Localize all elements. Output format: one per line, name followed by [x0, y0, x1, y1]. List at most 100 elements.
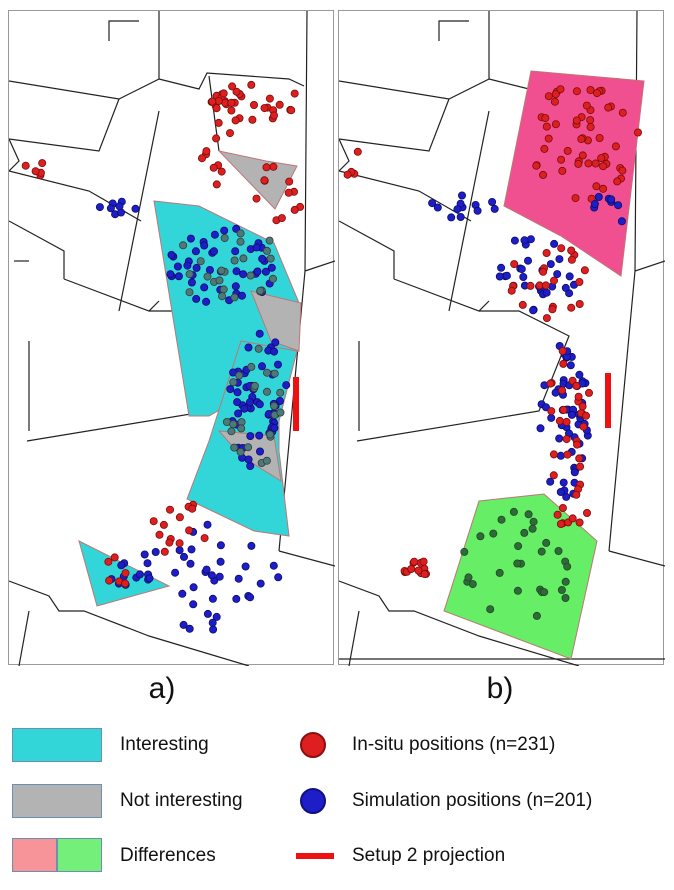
- simulation-dot: [244, 343, 253, 352]
- simulation-dot: [208, 618, 217, 627]
- simulation-dot: [244, 455, 253, 464]
- in-situ-dot: [557, 155, 566, 164]
- in-situ-dot: [228, 82, 237, 91]
- overlap-dot: [532, 611, 541, 620]
- overlap-dot: [561, 594, 570, 603]
- simulation-dot: [240, 404, 249, 413]
- simulation-dot: [232, 594, 241, 603]
- simulation-dot: [203, 520, 212, 529]
- overlap-dot: [203, 272, 212, 281]
- simulation-dot: [233, 398, 242, 407]
- simulation-dot: [234, 409, 243, 418]
- overlap-dot: [262, 368, 271, 377]
- simulation-dot: [502, 271, 511, 280]
- overlap-dot: [230, 443, 239, 452]
- overlap-dot: [236, 447, 245, 456]
- building-outlines-a: [9, 11, 335, 666]
- in-situ-dot: [591, 159, 600, 168]
- overlap-dot: [468, 580, 477, 589]
- overlap-dot: [262, 456, 271, 465]
- in-situ-dot: [555, 416, 564, 425]
- in-situ-dot: [121, 569, 130, 578]
- position-dots-a: [21, 80, 305, 634]
- overlap-dot: [513, 586, 522, 595]
- simulation-dot: [575, 370, 584, 379]
- overlap-dot: [230, 293, 239, 302]
- overlap-dot: [540, 588, 549, 597]
- simulation-dot: [255, 400, 264, 409]
- in-situ-dot: [557, 244, 566, 253]
- in-situ-dot: [582, 101, 591, 110]
- overlap-dot: [486, 605, 495, 614]
- simulation-dot: [183, 261, 192, 270]
- simulation-dot: [115, 202, 124, 211]
- in-situ-dot: [285, 177, 294, 186]
- in-situ-dot: [540, 144, 549, 153]
- in-situ-dot: [575, 454, 584, 463]
- simulation-dot: [216, 541, 225, 550]
- in-situ-dot: [563, 146, 572, 155]
- simulation-dot: [247, 541, 256, 550]
- in-situ-dot: [231, 116, 240, 125]
- in-situ-dot: [410, 557, 419, 566]
- in-situ-dot: [578, 402, 587, 411]
- overlap-dot: [554, 547, 563, 556]
- in-situ-dot: [618, 108, 627, 117]
- in-situ-dot: [539, 267, 548, 276]
- simulation-dot: [178, 589, 187, 598]
- overlap-dot: [520, 528, 529, 537]
- simulation-dot: [550, 239, 559, 248]
- simulation-dot: [556, 487, 565, 496]
- simulation-dot: [234, 574, 243, 583]
- in-situ-dot: [200, 534, 209, 543]
- overlap-dot: [250, 381, 259, 390]
- overlap-dot: [537, 547, 546, 556]
- simulation-dot: [607, 195, 616, 204]
- simulation-dot: [497, 263, 506, 272]
- map-panel-a: [8, 10, 335, 666]
- in-situ-dot: [542, 314, 551, 323]
- in-situ-dot: [260, 104, 269, 113]
- in-situ-dot: [287, 106, 296, 115]
- in-situ-dot: [353, 147, 362, 156]
- in-situ-dot: [542, 122, 551, 131]
- in-situ-dot: [212, 134, 221, 143]
- in-situ-dot: [284, 188, 293, 197]
- in-situ-dot: [214, 118, 223, 127]
- simulation-dot: [185, 624, 194, 633]
- in-situ-dot: [572, 440, 581, 449]
- simulation-dot: [226, 385, 235, 394]
- overlap-dot: [495, 568, 504, 577]
- simulation-dot: [255, 329, 264, 338]
- overlap-dot: [235, 371, 244, 380]
- in-situ-dot: [165, 538, 174, 547]
- simulation-dot: [566, 361, 575, 370]
- simulation-dot: [453, 205, 462, 214]
- in-situ-dot: [550, 97, 559, 106]
- simulation-dot: [143, 559, 152, 568]
- in-situ-dot: [562, 417, 571, 426]
- simulation-dot: [255, 431, 264, 440]
- legend-differences-swatch-green: [57, 838, 102, 872]
- in-situ-dot: [549, 276, 558, 285]
- in-situ-dot: [611, 142, 620, 151]
- in-situ-dot: [532, 161, 541, 170]
- in-situ-dot: [175, 513, 184, 522]
- overlap-dot: [266, 254, 275, 263]
- overlap-dot: [227, 427, 236, 436]
- simulation-dot: [186, 234, 195, 243]
- overlap-dot: [497, 515, 506, 524]
- simulation-dot: [215, 572, 224, 581]
- overlap-dot: [528, 524, 537, 533]
- overlap-dot: [217, 266, 226, 275]
- simulation-dot: [220, 226, 229, 235]
- simulation-dot: [542, 288, 551, 297]
- overlap-dot: [262, 387, 271, 396]
- overlap-dot: [196, 257, 205, 266]
- simulation-dot: [135, 570, 144, 579]
- simulation-dot: [255, 447, 264, 456]
- in-situ-dot: [584, 159, 593, 168]
- in-situ-dot: [586, 116, 595, 125]
- simulation-dot: [145, 574, 154, 583]
- simulation-dot: [237, 291, 246, 300]
